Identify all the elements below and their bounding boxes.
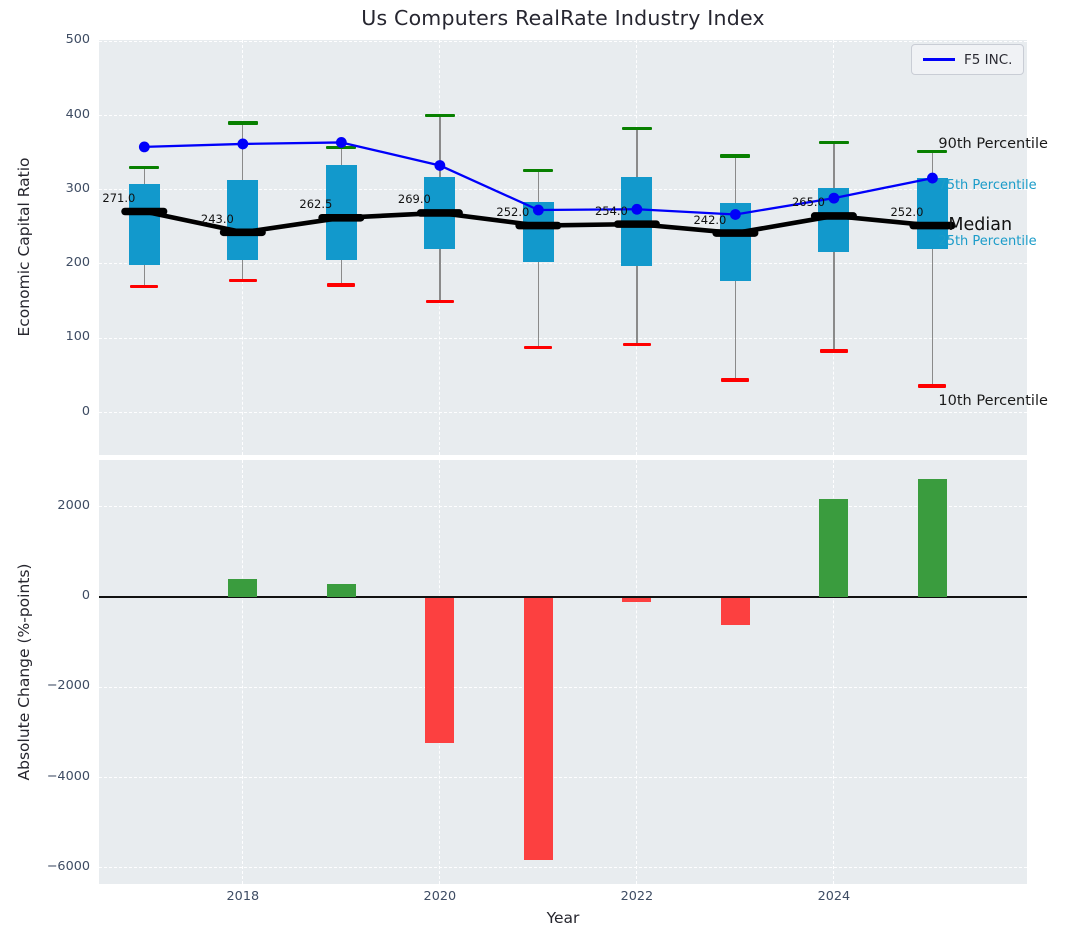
xtick-2020: 2020 — [423, 889, 457, 904]
xtick-2024: 2024 — [817, 889, 851, 904]
bottom-vgridline — [833, 460, 835, 884]
p10-cap-2018 — [228, 278, 257, 283]
top-ytick-100: 100 — [65, 329, 90, 345]
p90-cap-2023 — [720, 154, 751, 158]
p10-cap-2023 — [721, 378, 750, 382]
top-gridline — [99, 263, 1027, 265]
legend-line-sample — [923, 58, 955, 61]
zero-line — [99, 596, 1027, 598]
bar-2024 — [819, 498, 849, 597]
bar-2025 — [917, 479, 947, 597]
top-gridline — [99, 337, 1027, 339]
p90-cap-2020 — [424, 114, 455, 118]
bottom-ytick: −6000 — [46, 859, 90, 875]
median-value-label-2021: 252.0 — [496, 205, 530, 220]
median-value-label-2023: 242.0 — [693, 212, 727, 227]
bottom-vgridline — [242, 460, 244, 884]
annotation-median: Median — [948, 214, 1013, 235]
bottom-gridline — [99, 505, 1027, 507]
bottom-gridline — [99, 867, 1027, 869]
median-value-label-2022: 254.0 — [594, 203, 628, 218]
p10-cap-2019 — [327, 283, 356, 287]
bar-2018 — [228, 578, 258, 597]
top-panel — [99, 40, 1027, 455]
annotation-25th-percentile: 25th Percentile — [938, 233, 1037, 249]
top-ytick-200: 200 — [65, 255, 90, 271]
p90-cap-2017 — [129, 165, 160, 170]
annotation-10th-percentile: 10th Percentile — [938, 393, 1048, 410]
p90-cap-2019 — [326, 145, 357, 150]
median-value-label-2018: 243.0 — [200, 211, 234, 226]
bottom-ytick: −4000 — [46, 768, 90, 784]
box-2019 — [325, 164, 357, 261]
box-2020 — [424, 176, 456, 250]
legend: F5 INC. — [911, 44, 1025, 75]
top-gridline — [99, 411, 1027, 413]
p10-cap-2022 — [622, 342, 651, 347]
p90-cap-2021 — [523, 168, 554, 173]
bottom-gridline — [99, 686, 1027, 688]
chart-title: Us Computers RealRate Industry Index — [361, 6, 765, 30]
top-ytick-300: 300 — [65, 180, 90, 196]
p10-cap-2024 — [819, 349, 848, 353]
xtick-2022: 2022 — [620, 889, 654, 904]
bar-2021 — [523, 597, 553, 861]
median-value-label-2025: 252.0 — [890, 205, 924, 220]
p90-cap-2022 — [621, 126, 652, 131]
median-value-label-2017: 271.0 — [102, 190, 136, 205]
p10-cap-2020 — [425, 299, 454, 303]
median-value-label-2019: 262.5 — [299, 197, 333, 212]
box-2022 — [621, 177, 653, 267]
x-axis-label: Year — [546, 909, 580, 927]
top-ytick-400: 400 — [65, 106, 90, 122]
p10-cap-2017 — [130, 284, 159, 289]
bar-2019 — [326, 583, 356, 597]
legend-label: F5 INC. — [964, 51, 1013, 68]
bar-2023 — [720, 597, 750, 626]
median-value-label-2020: 269.0 — [397, 192, 431, 207]
top-gridline — [99, 40, 1027, 42]
xtick-2018: 2018 — [226, 889, 260, 904]
whisker-2025 — [931, 151, 934, 386]
bottom-ytick: −2000 — [46, 678, 90, 694]
annotation-90th-percentile: 90th Percentile — [938, 136, 1048, 153]
bottom-panel — [99, 460, 1027, 884]
bottom-ytick: 0 — [81, 587, 90, 603]
p90-cap-2018 — [227, 121, 258, 125]
p10-cap-2025 — [918, 384, 947, 388]
bottom-vgridline — [636, 460, 638, 884]
p10-cap-2021 — [524, 345, 553, 350]
annotation-75th-percentile: 75th Percentile — [938, 178, 1037, 194]
median-value-label-2024: 265.0 — [791, 195, 825, 210]
p90-cap-2024 — [818, 140, 849, 145]
top-ytick-0: 0 — [81, 403, 90, 419]
bar-2022 — [622, 597, 652, 602]
top-gridline — [99, 114, 1027, 116]
bottom-ytick: 2000 — [57, 497, 90, 513]
bar-2020 — [425, 597, 455, 743]
bottom-gridline — [99, 777, 1027, 779]
top-ytick-500: 500 — [65, 32, 90, 48]
